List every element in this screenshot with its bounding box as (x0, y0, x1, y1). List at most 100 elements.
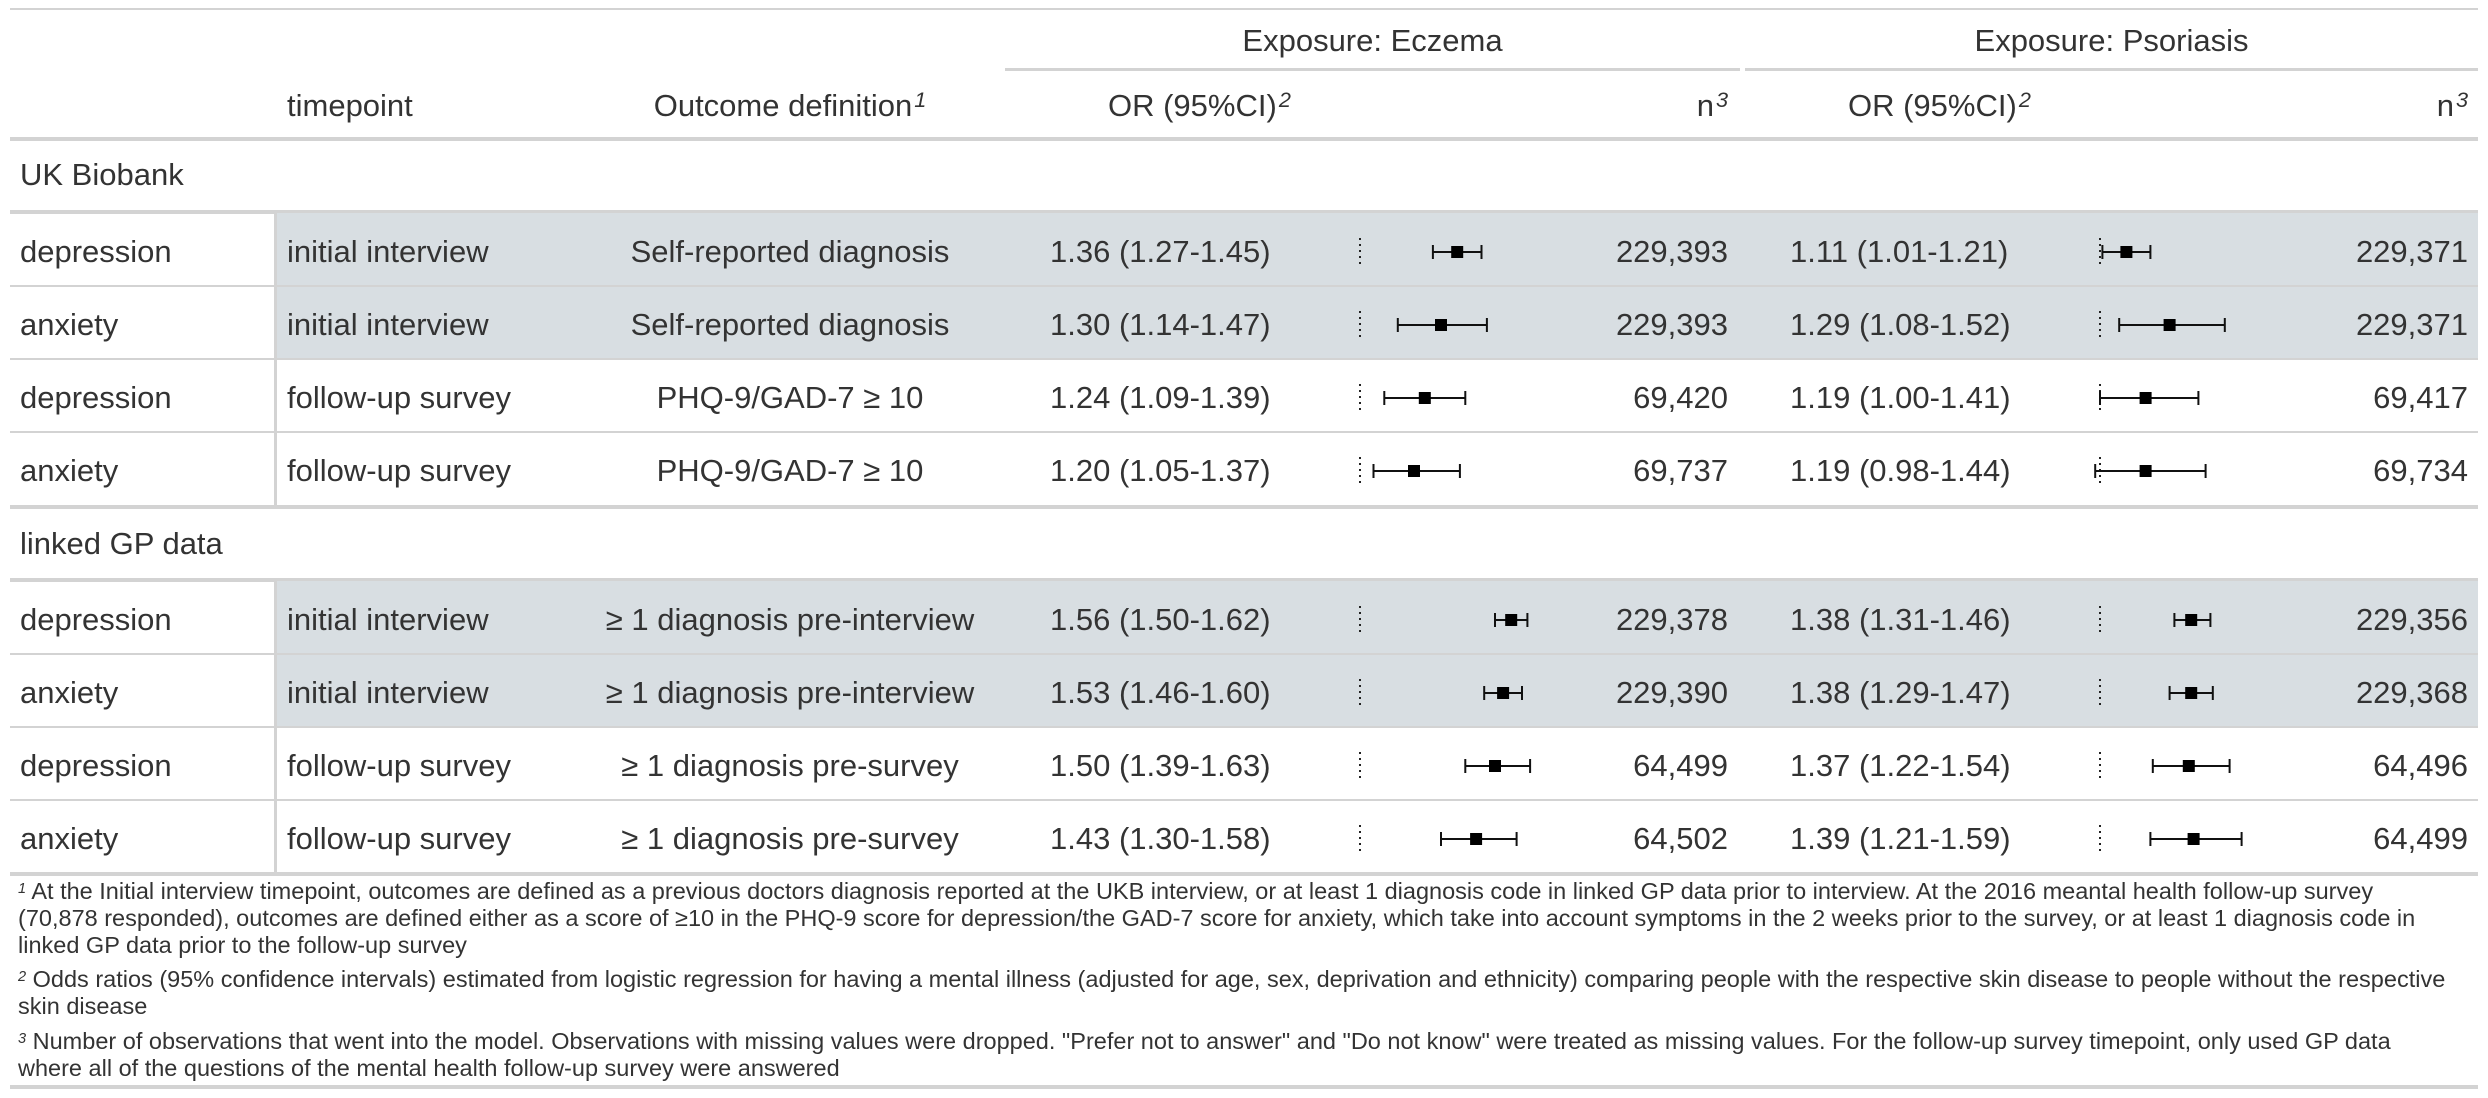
forest-plot-eczema (1359, 679, 1523, 707)
col-header-or-eczema: OR (95%CI)2 (1108, 87, 1291, 123)
cell-n-psoriasis: 229,371 (2355, 234, 2468, 269)
or-point (2139, 392, 2152, 404)
row-divider (10, 431, 2478, 433)
spanner-eczema-rule (1005, 68, 1740, 71)
cell-outcome: anxiety (20, 821, 119, 856)
cell-outcome: depression (20, 602, 172, 637)
cell-n-eczema: 64,499 (1633, 748, 1728, 783)
cell-n-eczema: 64,502 (1633, 821, 1728, 856)
cell-n-eczema: 229,378 (1615, 602, 1728, 637)
group-label-uk-biobank: UK Biobank (20, 157, 184, 192)
cell-or-psoriasis: 1.19 (0.98-1.44) (1790, 453, 2011, 488)
col-header-outcome: Outcome definition1 (653, 87, 927, 123)
forest-plot-psoriasis (2099, 825, 2243, 853)
forest-plot-psoriasis (2099, 679, 2214, 707)
cell-or-eczema: 1.50 (1.39-1.63) (1050, 748, 1271, 783)
cell-or-eczema: 1.36 (1.27-1.45) (1050, 234, 1271, 269)
cell-outcome: depression (20, 748, 172, 783)
cell-timepoint: follow-up survey (287, 380, 511, 415)
cell-definition: Self-reported diagnosis (630, 307, 950, 342)
or-point (2120, 246, 2133, 258)
cell-definition: PHQ-9/GAD-7 ≥ 10 (656, 453, 924, 488)
cell-timepoint: follow-up survey (287, 748, 511, 783)
or-point (1418, 392, 1431, 404)
stub-divider (274, 213, 277, 507)
or-point (2163, 319, 2176, 331)
forest-plot-eczema (1359, 311, 1488, 339)
footnote-3: 3 Number of observations that went into … (18, 1028, 2391, 1081)
or-point (2185, 614, 2198, 626)
cell-timepoint: initial interview (287, 307, 489, 342)
row-divider (10, 726, 2478, 728)
cell-n-eczema: 69,737 (1633, 453, 1728, 488)
cell-n-eczema: 229,393 (1615, 307, 1728, 342)
forest-plot-psoriasis (2099, 238, 2152, 266)
group-label-linked-gp-data: linked GP data (20, 526, 223, 561)
forest-plot-eczema (1359, 752, 1532, 780)
row-divider (10, 285, 2478, 287)
cell-timepoint: follow-up survey (287, 821, 511, 856)
cell-or-eczema: 1.56 (1.50-1.62) (1050, 602, 1271, 637)
table-bottom-rule (10, 1085, 2478, 1089)
or-point (2187, 833, 2200, 845)
forest-plot-eczema (1359, 606, 1529, 634)
table-body-bottom-rule (10, 872, 2478, 876)
cell-timepoint: follow-up survey (287, 453, 511, 488)
spanner-psoriasis: Exposure: Psoriasis (1974, 23, 2249, 58)
or-point (2139, 465, 2152, 477)
forest-plot-psoriasis (2099, 752, 2231, 780)
cell-n-psoriasis: 64,496 (2373, 748, 2468, 783)
or-point (1451, 246, 1464, 258)
cell-definition: ≥ 1 diagnosis pre-survey (621, 821, 959, 856)
cell-n-psoriasis: 69,734 (2373, 453, 2468, 488)
cell-or-eczema: 1.43 (1.30-1.58) (1050, 821, 1271, 856)
cell-n-psoriasis: 229,356 (2355, 602, 2468, 637)
cell-n-psoriasis: 69,417 (2373, 380, 2468, 415)
cell-or-psoriasis: 1.11 (1.01-1.21) (1790, 234, 2009, 269)
cell-timepoint: initial interview (287, 234, 489, 269)
cell-outcome: depression (20, 380, 172, 415)
cell-or-eczema: 1.20 (1.05-1.37) (1050, 453, 1271, 488)
forest-plot-eczema (1359, 825, 1518, 853)
row-divider (10, 653, 2478, 655)
cell-definition: PHQ-9/GAD-7 ≥ 10 (656, 380, 924, 415)
cell-n-eczema: 229,393 (1615, 234, 1728, 269)
cell-n-psoriasis: 64,499 (2373, 821, 2468, 856)
forest-plot-psoriasis (2099, 311, 2226, 339)
forest-plot-psoriasis (2094, 457, 2207, 485)
footnote-2: 2 Odds ratios (95% confidence intervals)… (18, 966, 2446, 1019)
forest-plot-eczema (1359, 384, 1467, 412)
col-header-timepoint: timepoint (287, 88, 413, 123)
cell-timepoint: initial interview (287, 602, 489, 637)
cell-definition: Self-reported diagnosis (630, 234, 950, 269)
or-point (1408, 465, 1420, 477)
table-top-rule (10, 8, 2478, 10)
cell-timepoint: initial interview (287, 675, 489, 710)
cell-or-psoriasis: 1.37 (1.22-1.54) (1790, 748, 2011, 783)
cell-definition: ≥ 1 diagnosis pre-survey (621, 748, 959, 783)
forest-plot-psoriasis (2099, 384, 2200, 412)
spanner-eczema: Exposure: Eczema (1242, 23, 1503, 58)
forest-plot-eczema (1359, 238, 1483, 266)
forest-plot-psoriasis (2099, 606, 2212, 634)
header-bottom-rule (10, 137, 2478, 141)
cell-definition: ≥ 1 diagnosis pre-interview (605, 602, 975, 637)
cell-or-eczema: 1.53 (1.46-1.60) (1050, 675, 1271, 710)
cell-outcome: anxiety (20, 675, 119, 710)
cell-n-eczema: 229,390 (1615, 675, 1728, 710)
cell-or-psoriasis: 1.38 (1.29-1.47) (1790, 675, 2011, 710)
col-header-n-psoriasis: n3 (2436, 87, 2468, 123)
forest-plot-eczema (1359, 457, 1461, 485)
col-header-n-eczema: n3 (1696, 87, 1728, 123)
or-point (1489, 760, 1501, 772)
cell-or-psoriasis: 1.39 (1.21-1.59) (1790, 821, 2011, 856)
cell-outcome: depression (20, 234, 172, 269)
cell-definition: ≥ 1 diagnosis pre-interview (605, 675, 975, 710)
cell-outcome: anxiety (20, 453, 119, 488)
or-point (1497, 687, 1510, 699)
or-point (1505, 614, 1518, 626)
group-rule (10, 210, 2478, 214)
group-rule (10, 578, 2478, 582)
cell-n-psoriasis: 229,371 (2355, 307, 2468, 342)
row-divider (10, 358, 2478, 360)
